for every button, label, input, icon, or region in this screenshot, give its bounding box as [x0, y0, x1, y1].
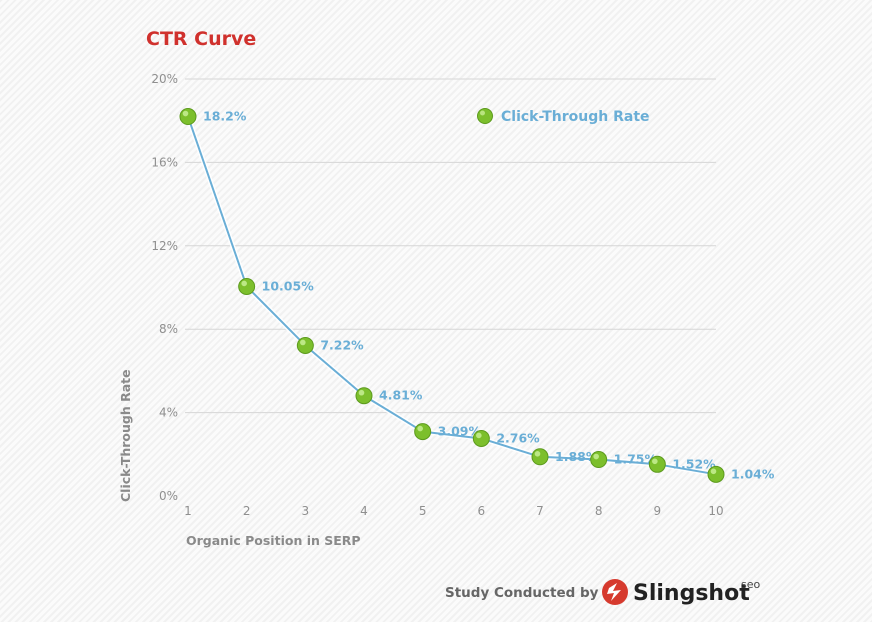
- x-tick-label: 7: [536, 504, 544, 518]
- data-label: 4.81%: [379, 388, 423, 403]
- data-point: [179, 108, 197, 126]
- x-tick-label: 1: [184, 504, 192, 518]
- x-axis-label: Organic Position in SERP: [186, 533, 361, 548]
- y-tick-label: 8%: [159, 322, 178, 336]
- data-point: [531, 448, 549, 466]
- data-point-highlight: [241, 280, 247, 287]
- x-tick-label: 4: [360, 504, 368, 518]
- legend-marker: [477, 108, 493, 124]
- data-point: [238, 277, 256, 295]
- chart-title: CTR Curve: [146, 28, 256, 50]
- series-line-halo: [185, 115, 717, 477]
- data-point-highlight: [710, 468, 717, 475]
- data-point-highlight: [358, 389, 365, 396]
- slingshot-logo-icon: [602, 579, 628, 605]
- x-tick-label: 2: [243, 504, 251, 518]
- data-point-highlight: [534, 451, 541, 457]
- data-label: 1.75%: [614, 452, 658, 467]
- y-axis-ticks: 0% 4% 8% 12% 16% 20%: [151, 72, 178, 503]
- credit: Study Conducted by Slingshot seo: [445, 578, 760, 606]
- y-tick-label: 4%: [159, 406, 178, 420]
- x-tick-label: 8: [595, 504, 603, 518]
- x-tick-label: 9: [654, 504, 662, 518]
- y-axis-label: Click-Through Rate: [118, 369, 133, 502]
- series-line: [187, 116, 717, 476]
- data-point: [414, 423, 432, 441]
- x-axis-ticks: 1 2 3 4 5 6 7 8 9 10: [184, 504, 723, 518]
- credit-prefix: Study Conducted by: [445, 585, 599, 601]
- data-point: [648, 455, 666, 473]
- grid-lines: [185, 78, 716, 414]
- legend-marker-highlight: [480, 110, 485, 116]
- y-tick-label: 0%: [159, 489, 178, 503]
- data-point: [355, 387, 373, 405]
- data-label: 10.05%: [262, 278, 315, 293]
- data-label: 1.04%: [731, 466, 775, 481]
- data-point-highlight: [417, 425, 423, 432]
- data-label: 18.2%: [203, 109, 247, 124]
- legend: Click-Through Rate: [477, 108, 650, 125]
- data-label: 2.76%: [496, 430, 540, 445]
- y-tick-label: 12%: [151, 239, 178, 253]
- data-label: 1.52%: [672, 456, 716, 471]
- data-label: 7.22%: [320, 337, 364, 352]
- x-tick-label: 5: [419, 504, 427, 518]
- y-tick-label: 16%: [151, 155, 178, 169]
- series-click-through-rate: 18.2% 10.05% 7.22% 4.81% 3.09% 2.76% 1.88% 1.75…: [179, 108, 775, 483]
- data-label: 1.88%: [555, 449, 599, 464]
- brand-name: Slingshot: [633, 581, 750, 606]
- x-tick-label: 10: [708, 504, 723, 518]
- legend-label: Click-Through Rate: [501, 109, 650, 125]
- data-point-highlight: [593, 453, 599, 460]
- data-point-highlight: [300, 339, 306, 346]
- data-point-highlight: [652, 458, 658, 465]
- brand-superscript: seo: [741, 578, 760, 591]
- data-point: [590, 451, 608, 469]
- data-point: [472, 429, 490, 447]
- data-point: [296, 336, 314, 354]
- data-label: 3.09%: [438, 424, 482, 439]
- data-point-highlight: [476, 432, 482, 439]
- data-point-highlight: [182, 110, 189, 117]
- x-tick-label: 3: [302, 504, 310, 518]
- x-tick-label: 6: [478, 504, 486, 518]
- data-point: [707, 465, 725, 483]
- y-tick-label: 20%: [151, 72, 178, 86]
